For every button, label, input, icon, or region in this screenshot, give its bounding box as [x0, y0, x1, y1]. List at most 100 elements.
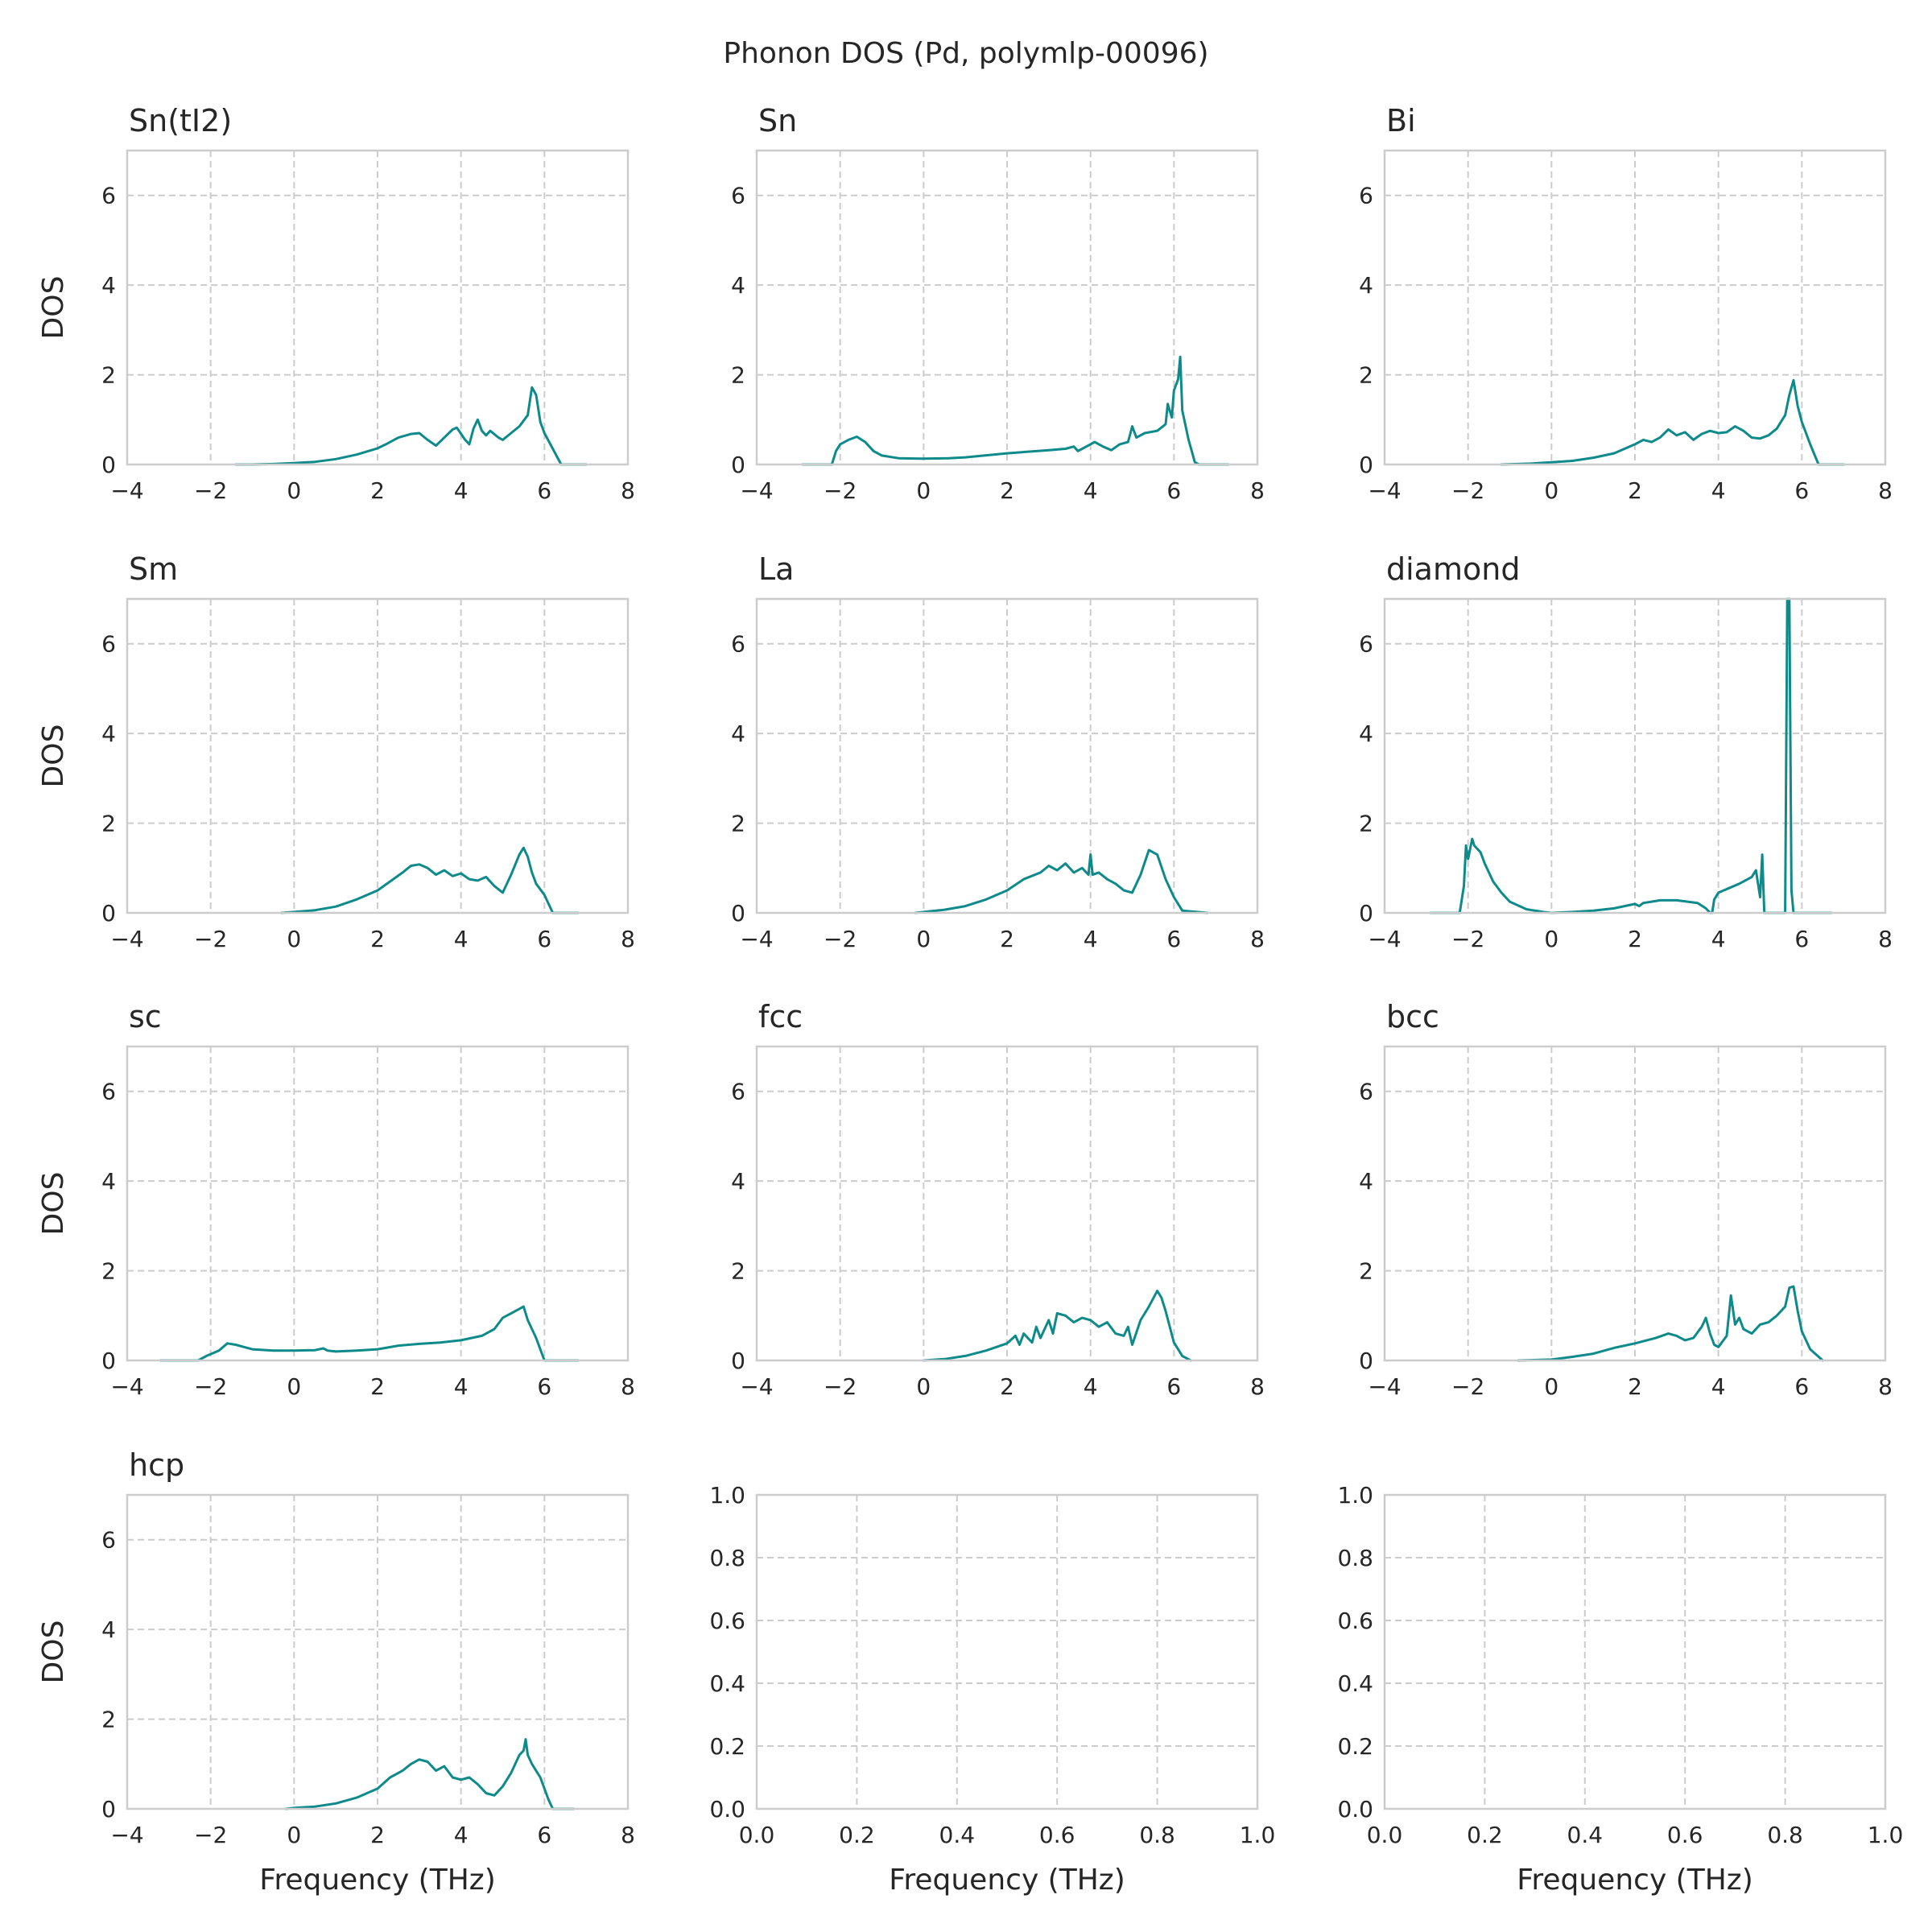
x-tick-label: 0.8 — [1767, 1822, 1803, 1848]
x-axis-label: Frequency (THz) — [1517, 1864, 1752, 1897]
axes-frame — [126, 597, 630, 914]
x-tick-label: 2 — [1000, 1373, 1014, 1400]
axes-frame — [755, 1493, 1259, 1810]
axes-frame — [755, 149, 1259, 466]
y-tick-label: 0 — [101, 1796, 116, 1823]
x-tick-label: 0 — [287, 1373, 301, 1400]
x-tick-label: 2 — [370, 477, 385, 504]
axes-frame — [755, 597, 1259, 914]
x-tick-label: 0.4 — [939, 1822, 976, 1848]
dos-curve — [159, 1305, 580, 1362]
y-tick-label: 6 — [731, 183, 745, 209]
dos-panel-8: −4 −2 0 2 4 6 8 0 2 4 6 fcc — [731, 999, 1265, 1400]
y-axis-label: DOS — [37, 724, 70, 788]
y-tick-label: 0.0 — [1337, 1796, 1373, 1823]
x-tick-label: 2 — [370, 926, 385, 952]
x-tick-label: 0 — [287, 926, 301, 952]
axes-frame — [1383, 597, 1887, 914]
x-tick-label: 4 — [1711, 926, 1726, 952]
axes-frame — [126, 149, 630, 466]
y-tick-label: 1.0 — [1337, 1482, 1373, 1509]
x-axis-label: Frequency (THz) — [889, 1864, 1125, 1897]
panel-title: Sm — [129, 551, 178, 587]
x-tick-label: 6 — [537, 926, 551, 952]
x-tick-label: 0 — [287, 1822, 301, 1848]
y-tick-label: 4 — [731, 272, 745, 299]
x-tick-label: 4 — [1084, 926, 1098, 952]
y-tick-label: 2 — [101, 1258, 116, 1285]
x-tick-label: 2 — [1628, 477, 1642, 504]
y-tick-label: 4 — [731, 1168, 745, 1195]
x-tick-label: 0.4 — [1567, 1822, 1604, 1848]
dos-panel-5: −4 −2 0 2 4 6 8 0 2 4 6 La — [731, 551, 1265, 952]
y-tick-label: 4 — [101, 1168, 116, 1195]
x-tick-label: 0.2 — [839, 1822, 875, 1848]
x-tick-label: −2 — [194, 1373, 227, 1400]
x-tick-label: 0 — [1544, 1373, 1558, 1400]
dos-curve — [801, 355, 1230, 466]
y-tick-label: 0 — [1359, 452, 1373, 478]
x-tick-label: 6 — [537, 1373, 551, 1400]
y-axis-label: DOS — [37, 1620, 70, 1684]
y-axis-label: DOS — [37, 1172, 70, 1236]
x-tick-label: 2 — [1628, 926, 1642, 952]
x-tick-label: 8 — [621, 1373, 635, 1400]
y-tick-label: 6 — [101, 183, 116, 209]
y-tick-label: 4 — [1359, 1168, 1373, 1195]
y-tick-label: 2 — [731, 362, 745, 389]
x-tick-label: −2 — [194, 477, 227, 504]
panel-title: Bi — [1386, 103, 1416, 138]
dos-curve — [284, 1738, 576, 1810]
x-tick-label: −4 — [740, 1373, 773, 1400]
x-tick-label: 0.0 — [1367, 1822, 1403, 1848]
x-tick-label: 4 — [1711, 1373, 1726, 1400]
y-tick-label: 2 — [101, 362, 116, 389]
y-tick-label: 0.6 — [709, 1608, 745, 1634]
y-tick-label: 6 — [101, 631, 116, 658]
y-tick-label: 2 — [1359, 1258, 1373, 1285]
dos-curve — [280, 846, 580, 914]
x-tick-label: 6 — [1166, 1373, 1181, 1400]
x-tick-label: 6 — [537, 477, 551, 504]
y-tick-label: 0 — [101, 900, 116, 927]
y-tick-label: 0 — [101, 452, 116, 478]
dos-curve — [1429, 597, 1833, 914]
x-tick-label: −4 — [1368, 926, 1401, 952]
x-tick-label: 0.6 — [1667, 1822, 1703, 1848]
y-tick-label: 4 — [1359, 272, 1373, 299]
x-tick-label: 0.0 — [739, 1822, 775, 1848]
axes-frame — [1383, 1493, 1887, 1810]
y-tick-label: 0.6 — [1337, 1608, 1373, 1634]
y-tick-label: 2 — [101, 811, 116, 837]
y-tick-label: 0.8 — [1337, 1545, 1373, 1571]
x-tick-label: 4 — [1084, 1373, 1098, 1400]
x-tick-label: 6 — [1794, 926, 1809, 952]
y-tick-label: 0.2 — [709, 1733, 745, 1760]
x-tick-label: −2 — [1451, 926, 1484, 952]
x-tick-label: −4 — [740, 477, 773, 504]
y-tick-label: 2 — [731, 811, 745, 837]
y-tick-label: 4 — [731, 720, 745, 747]
panel-title: hcp — [129, 1447, 184, 1483]
x-tick-label: 6 — [1166, 477, 1181, 504]
panel-title: Sn — [758, 103, 797, 138]
y-tick-label: 6 — [1359, 1079, 1373, 1105]
panel-title: bcc — [1386, 999, 1439, 1034]
y-tick-label: 2 — [731, 1258, 745, 1285]
y-tick-label: 0.8 — [709, 1545, 745, 1571]
dos-curve — [914, 848, 1209, 914]
y-tick-label: 0 — [101, 1348, 116, 1374]
y-tick-label: 4 — [101, 272, 116, 299]
x-tick-label: 0 — [1544, 926, 1558, 952]
y-tick-label: 6 — [1359, 631, 1373, 658]
x-tick-label: 2 — [1000, 477, 1014, 504]
y-tick-label: 0 — [731, 900, 745, 927]
x-tick-label: 0 — [916, 926, 931, 952]
x-tick-label: 2 — [1000, 926, 1014, 952]
y-tick-label: 0 — [1359, 900, 1373, 927]
dos-curve — [1517, 1285, 1824, 1362]
x-tick-label: 0 — [916, 477, 931, 504]
x-tick-label: 6 — [1794, 477, 1809, 504]
y-tick-label: 0.0 — [709, 1796, 745, 1823]
